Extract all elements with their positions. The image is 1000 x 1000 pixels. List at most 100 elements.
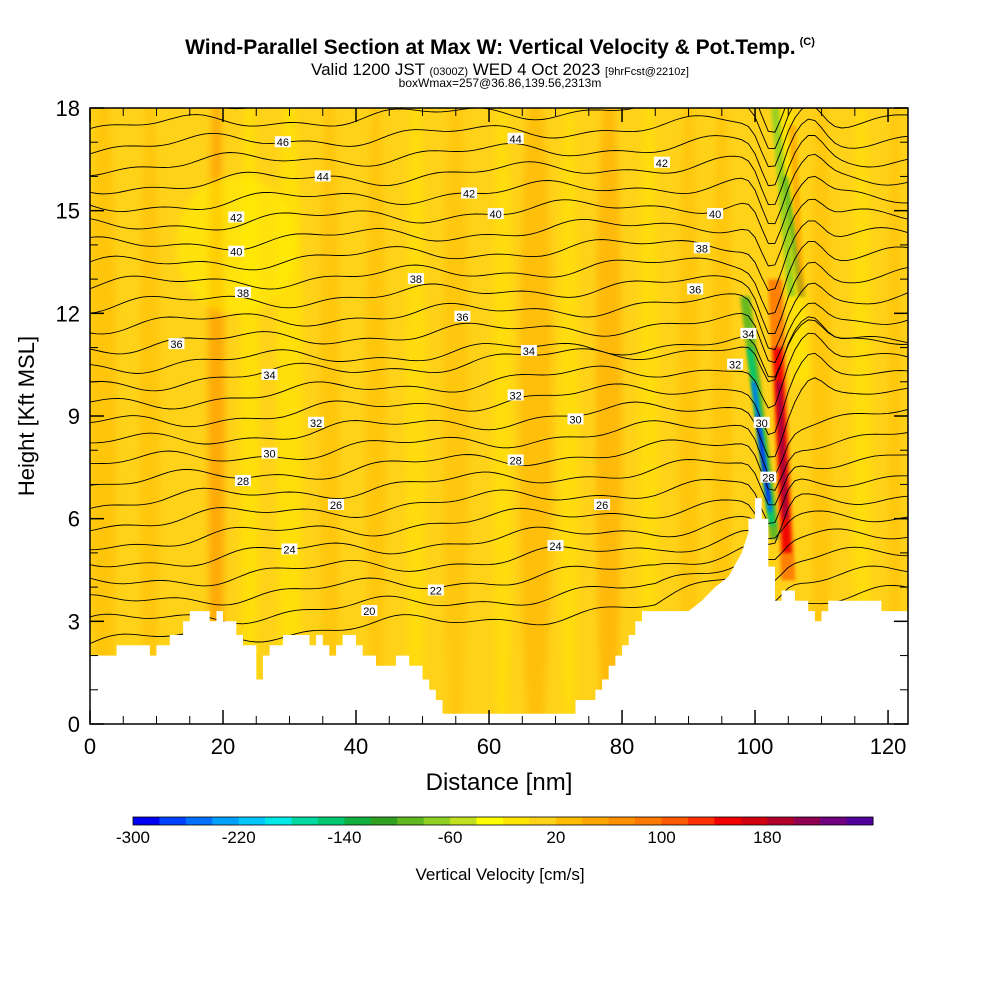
- contour-label: 44: [314, 170, 331, 183]
- y-tick-label: 12: [56, 301, 80, 326]
- colorbar-swatch: [582, 817, 610, 825]
- theta-contour-line: [90, 332, 908, 410]
- theta-contour-line: [90, 108, 908, 168]
- contour-label-bg: [328, 498, 345, 510]
- theta-contour-line: [90, 319, 908, 378]
- contour-label-bg: [168, 338, 185, 350]
- x-tick-label: 40: [344, 734, 368, 759]
- y-tick-label: 9: [68, 404, 80, 429]
- contour-label-text: 28: [237, 476, 249, 488]
- colorbar-tick-label: 100: [647, 828, 675, 847]
- contour-label-bg: [261, 368, 278, 380]
- contour-label-text: 34: [263, 370, 275, 382]
- contour-label-text: 44: [317, 171, 329, 183]
- contour-label: 42: [653, 156, 670, 170]
- contour-label-text: 44: [510, 134, 522, 146]
- contour-label-bg: [707, 208, 724, 220]
- contour-label-bg: [567, 413, 584, 425]
- contour-label-bg: [547, 540, 564, 552]
- copyright-mark: (C): [799, 36, 815, 48]
- colorbar-swatch: [740, 817, 768, 825]
- contour-label: 28: [234, 475, 251, 488]
- contour-label-bg: [727, 358, 744, 370]
- colorbar-label: Vertical Velocity [cm/s]: [415, 865, 585, 884]
- colorbar-swatch: [529, 817, 557, 825]
- colorbar-swatch: [661, 817, 689, 825]
- contour-label-bg: [361, 605, 378, 617]
- contour-label: 42: [461, 187, 478, 201]
- contour-label-text: 42: [230, 213, 242, 225]
- field-streak: [788, 125, 806, 297]
- contour-label: 34: [261, 368, 278, 382]
- contour-label-text: 42: [463, 189, 475, 201]
- theta-contour-line: [224, 108, 786, 133]
- contour-label-bg: [653, 156, 670, 168]
- contour-label-text: 28: [510, 455, 522, 467]
- contour-label: 44: [507, 132, 524, 146]
- field-streak: [319, 108, 340, 724]
- theta-contour-line: [90, 220, 908, 292]
- contour-label: 34: [520, 344, 537, 358]
- colorbar-swatch: [820, 817, 848, 825]
- contour-label-bg: [760, 471, 777, 483]
- contour-label-bg: [234, 475, 251, 487]
- contour-label: 42: [228, 211, 245, 225]
- theta-contour-line: [90, 118, 908, 187]
- theta-contour-line: [90, 528, 908, 587]
- theta-contour-line: [90, 153, 908, 225]
- theta-contour-line: [90, 377, 908, 458]
- theta-contour-line: [90, 108, 793, 149]
- x-tick-label: 60: [477, 734, 501, 759]
- colorbar-swatch: [185, 817, 213, 825]
- contour-label: 28: [507, 454, 524, 467]
- field-streak: [776, 381, 789, 519]
- contour-label-bg: [228, 211, 245, 223]
- contour-label: 28: [760, 471, 777, 485]
- contour-label-text: 30: [756, 418, 768, 430]
- contour-label: 36: [454, 310, 471, 324]
- theta-contour-line: [90, 454, 908, 509]
- contour-label-bg: [753, 416, 770, 428]
- x-tick-label: 0: [84, 734, 96, 759]
- contour-label: 46: [274, 136, 291, 149]
- chart-title: Wind-Parallel Section at Max W: Vertical…: [185, 36, 815, 59]
- theta-contour-line: [90, 493, 908, 551]
- field-streak: [139, 108, 160, 724]
- colorbar-swatch: [608, 817, 636, 825]
- x-axis-label: Distance [nm]: [426, 769, 573, 796]
- box-info: boxWmax=257@36.86,139.56,2313m: [398, 76, 602, 90]
- contour-label: 36: [168, 338, 185, 351]
- contour-label: 24: [547, 540, 564, 553]
- contour-label-text: 26: [330, 500, 342, 512]
- field-streak: [595, 108, 623, 724]
- contour-label-bg: [594, 498, 611, 510]
- field-streak: [365, 108, 386, 724]
- colorbar-swatch: [714, 817, 742, 825]
- contour-label: 30: [567, 413, 584, 426]
- contour-label-bg: [274, 136, 291, 148]
- contour-label-bg: [454, 310, 471, 322]
- colorbar-swatch: [344, 817, 372, 825]
- colorbar-tick-label: -60: [438, 828, 463, 847]
- contour-label: 30: [753, 416, 770, 430]
- colorbar-tick-label: 180: [753, 828, 781, 847]
- colorbar-swatch: [159, 817, 187, 825]
- terrain-mask: [90, 498, 908, 724]
- colorbar-frame: [132, 816, 874, 826]
- colorbar-swatch: [793, 817, 821, 825]
- colorbar-swatch: [212, 817, 240, 825]
- x-tick-label: 80: [610, 734, 634, 759]
- contour-label-text: 38: [237, 288, 249, 300]
- contour-label-text: 40: [709, 209, 721, 221]
- contour-label-bg: [281, 543, 298, 555]
- colorbar-tick-label: -220: [222, 828, 256, 847]
- contour-label: 26: [594, 498, 611, 512]
- colorbar-swatch: [450, 817, 478, 825]
- contour-label-text: 32: [729, 360, 741, 372]
- colorbar-swatch: [265, 817, 293, 825]
- colorbar-swatch: [370, 817, 398, 825]
- field-streak: [492, 108, 513, 724]
- theta-contour-line: [90, 316, 908, 392]
- contour-label-text: 36: [456, 312, 468, 324]
